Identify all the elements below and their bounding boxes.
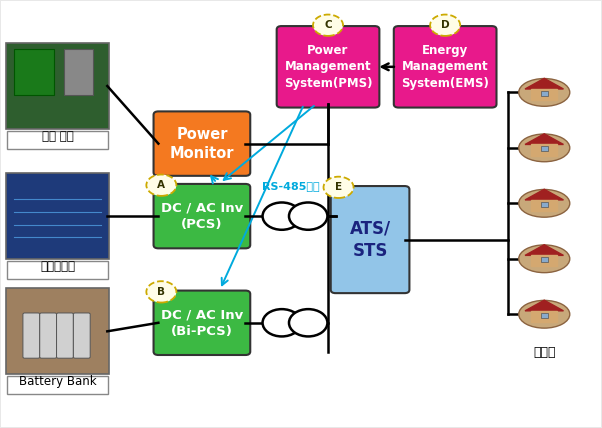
FancyBboxPatch shape [7,288,109,374]
Text: 디젖 발전: 디젖 발전 [42,130,73,143]
FancyBboxPatch shape [541,257,548,262]
FancyBboxPatch shape [57,313,73,358]
FancyBboxPatch shape [394,26,497,107]
Ellipse shape [519,190,569,217]
Ellipse shape [519,245,569,273]
Text: Energy
Management
System(EMS): Energy Management System(EMS) [401,44,489,90]
Text: Power
Monitor: Power Monitor [170,127,234,160]
Ellipse shape [519,134,569,162]
Polygon shape [525,189,563,200]
FancyBboxPatch shape [541,91,548,96]
Polygon shape [525,134,563,145]
FancyBboxPatch shape [40,313,57,358]
Polygon shape [531,311,557,322]
FancyBboxPatch shape [541,146,548,151]
Text: B: B [157,287,166,297]
FancyBboxPatch shape [154,111,250,176]
FancyBboxPatch shape [541,202,548,207]
Circle shape [323,177,353,198]
Text: DC / AC Inv
(PCS): DC / AC Inv (PCS) [161,202,243,231]
Ellipse shape [519,79,569,106]
Text: D: D [441,20,450,30]
Circle shape [262,202,301,230]
FancyBboxPatch shape [154,291,250,355]
Text: A: A [157,180,166,190]
FancyBboxPatch shape [541,312,548,318]
FancyBboxPatch shape [23,313,40,358]
FancyBboxPatch shape [7,173,109,259]
Text: DC / AC Inv
(Bi-PCS): DC / AC Inv (Bi-PCS) [161,308,243,338]
FancyBboxPatch shape [154,184,250,248]
Polygon shape [525,300,563,311]
FancyBboxPatch shape [277,26,379,107]
Polygon shape [525,78,563,89]
Text: E: E [335,182,342,192]
Text: C: C [324,20,332,30]
Text: Power
Management
System(PMS): Power Management System(PMS) [284,44,372,90]
FancyBboxPatch shape [7,131,108,149]
Circle shape [262,309,301,336]
FancyBboxPatch shape [14,49,54,95]
FancyBboxPatch shape [64,49,93,95]
Text: RS-485통신: RS-485통신 [262,181,320,191]
FancyBboxPatch shape [7,43,109,129]
Circle shape [313,15,343,36]
FancyBboxPatch shape [7,261,108,279]
Polygon shape [525,245,563,256]
FancyBboxPatch shape [7,376,108,394]
Circle shape [289,202,327,230]
Text: 수용가: 수용가 [533,346,556,359]
Polygon shape [531,145,557,155]
Text: ATS/
STS: ATS/ STS [350,219,391,260]
Circle shape [146,281,176,303]
Text: 태양광발전: 태양광발전 [40,260,75,273]
Polygon shape [531,200,557,211]
Text: Battery Bank: Battery Bank [19,375,96,388]
Circle shape [430,15,460,36]
Polygon shape [531,89,557,100]
Circle shape [289,309,327,336]
Ellipse shape [519,300,569,328]
Polygon shape [531,256,557,267]
Circle shape [146,175,176,196]
FancyBboxPatch shape [73,313,90,358]
FancyBboxPatch shape [330,186,409,293]
